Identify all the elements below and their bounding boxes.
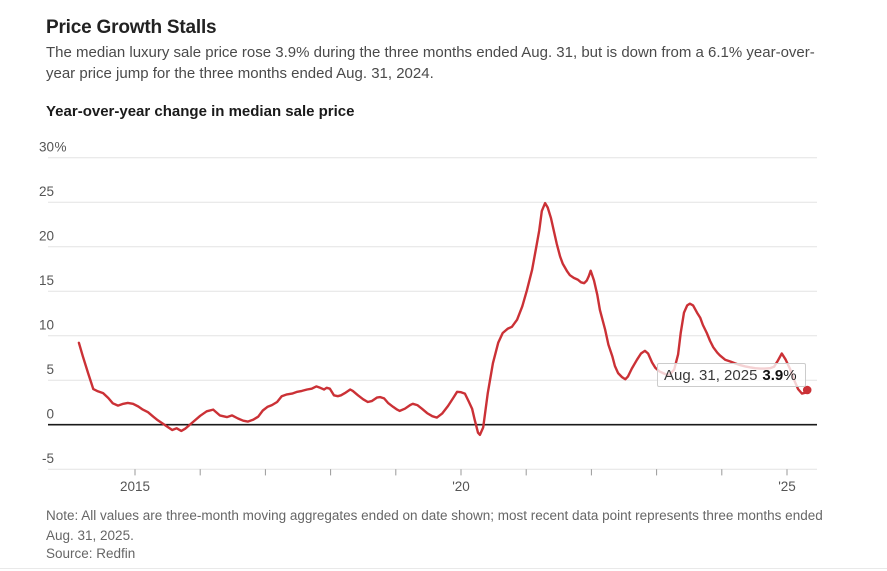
y-axis-label: -5 xyxy=(42,451,54,466)
last-point-dot xyxy=(802,385,812,395)
x-axis-label: '25 xyxy=(778,479,796,494)
callout-date: Aug. 31, 2025 xyxy=(664,366,758,384)
chart-axis-title: Year-over-year change in median sale pri… xyxy=(46,103,355,120)
y-axis-label: 5 xyxy=(46,362,54,377)
y-axis-label: 25 xyxy=(39,184,54,199)
y-axis-label: 15 xyxy=(39,273,54,288)
page-title: Price Growth Stalls xyxy=(46,17,217,38)
price-growth-line xyxy=(77,201,809,437)
y-axis-label: 20 xyxy=(39,229,54,244)
callout-percent-sign: % xyxy=(783,366,797,384)
last-point-callout: Aug. 31, 2025 3.9 % xyxy=(657,363,806,387)
bottom-divider xyxy=(0,568,887,569)
callout-value: 3.9 xyxy=(762,366,784,384)
y-axis-label: 30 xyxy=(39,140,54,155)
x-axis-label: '20 xyxy=(452,479,470,494)
y-axis-unit: % xyxy=(55,140,67,155)
y-axis-label: 0 xyxy=(46,407,54,422)
chart-source: Source: Redfin xyxy=(46,546,136,561)
x-axis-label: 2015 xyxy=(120,479,150,494)
chart-subtitle: The median luxury sale price rose 3.9% d… xyxy=(46,44,815,82)
chart-note: Note: All values are three-month moving … xyxy=(46,508,823,543)
y-axis-label: 10 xyxy=(39,318,54,333)
